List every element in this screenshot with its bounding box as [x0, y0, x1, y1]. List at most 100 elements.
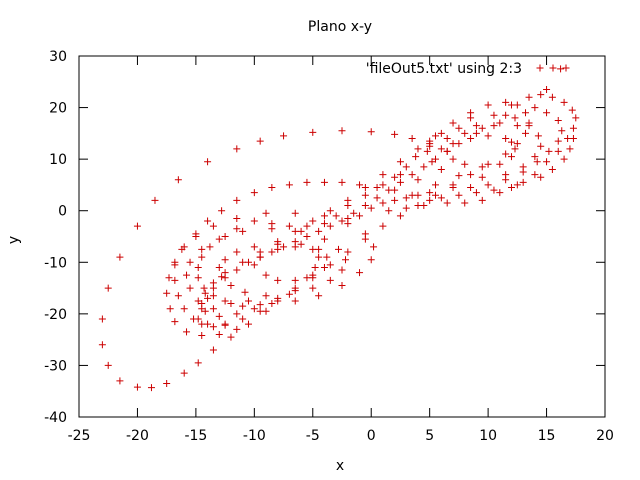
data-point	[396, 212, 404, 220]
data-point	[209, 292, 217, 300]
data-point	[163, 379, 171, 387]
data-point	[250, 217, 258, 225]
data-point	[391, 186, 399, 194]
data-point	[239, 227, 247, 235]
y-axis-title: y	[6, 236, 22, 244]
data-point	[373, 194, 381, 202]
data-point	[564, 135, 572, 143]
data-point	[373, 184, 381, 192]
data-point	[262, 271, 270, 279]
data-point	[437, 129, 445, 137]
data-point	[239, 315, 247, 323]
data-point	[338, 127, 346, 135]
data-point	[198, 253, 206, 261]
axis-ticks	[78, 55, 606, 418]
data-point	[396, 178, 404, 186]
data-point	[334, 245, 342, 253]
data-point	[423, 147, 431, 155]
data-point	[297, 227, 305, 235]
data-point	[256, 301, 264, 309]
data-point	[274, 276, 282, 284]
data-point	[104, 284, 112, 292]
data-point	[467, 171, 475, 179]
data-point	[186, 284, 194, 292]
data-point	[291, 284, 299, 292]
data-point	[218, 273, 226, 281]
data-point	[572, 114, 580, 122]
data-point	[285, 222, 293, 230]
data-point	[455, 172, 463, 180]
data-point	[502, 98, 510, 106]
data-point	[467, 184, 475, 192]
data-point	[396, 171, 404, 179]
data-point	[291, 227, 299, 235]
data-point	[171, 318, 179, 326]
data-point	[525, 93, 533, 101]
data-point	[560, 98, 568, 106]
data-point	[326, 207, 334, 215]
data-point	[361, 191, 369, 199]
data-point	[244, 258, 252, 266]
data-point	[531, 104, 539, 112]
x-tick-label: 5	[425, 428, 434, 444]
data-point	[490, 111, 498, 119]
data-point	[250, 305, 258, 313]
data-point	[467, 135, 475, 143]
data-point	[309, 284, 317, 292]
data-point	[262, 307, 270, 315]
data-point	[455, 140, 463, 148]
data-point	[361, 230, 369, 238]
data-point	[194, 297, 202, 305]
data-point	[198, 320, 206, 328]
legend-label: 'fileOut5.txt' using 2:3	[366, 61, 522, 77]
data-point	[201, 289, 209, 297]
data-point	[554, 116, 562, 124]
data-point	[385, 186, 393, 194]
data-point	[432, 191, 440, 199]
data-point	[221, 256, 229, 264]
data-point	[557, 65, 565, 73]
data-point	[484, 132, 492, 140]
data-point	[221, 233, 229, 240]
data-point	[315, 292, 323, 300]
data-point	[244, 297, 252, 305]
data-point	[209, 346, 217, 354]
data-point	[311, 263, 319, 271]
data-point	[455, 191, 463, 199]
data-point	[291, 209, 299, 217]
data-point	[428, 158, 436, 166]
data-point	[291, 297, 299, 305]
data-point	[206, 243, 214, 251]
data-point	[215, 330, 223, 338]
data-point	[315, 253, 323, 261]
data-point	[367, 204, 375, 212]
data-point	[472, 122, 480, 130]
data-point	[268, 248, 276, 256]
data-point	[338, 178, 346, 186]
y-tick-label: 10	[49, 152, 67, 168]
data-point	[98, 341, 106, 349]
data-point	[472, 189, 480, 197]
data-point	[507, 101, 515, 109]
data-point	[320, 220, 328, 228]
plot-frame	[78, 55, 606, 418]
data-point	[233, 325, 241, 333]
data-point	[233, 145, 241, 153]
data-point	[274, 245, 282, 253]
data-point	[531, 171, 539, 179]
data-point	[204, 158, 212, 166]
data-point	[449, 155, 457, 163]
data-point	[484, 181, 492, 189]
data-point	[151, 196, 159, 204]
data-point	[379, 171, 387, 179]
data-point	[326, 276, 334, 284]
data-point	[361, 202, 369, 210]
data-point	[309, 128, 317, 136]
data-point	[432, 181, 440, 189]
data-point	[420, 163, 428, 171]
data-point	[507, 184, 515, 192]
data-point	[558, 127, 566, 135]
data-point	[490, 122, 498, 130]
axis-tick-labels: -25 -20 -15 -10 -5 0 5 10 15 20 -40 -30 -20 -10 0 10 20 3…	[44, 49, 614, 444]
